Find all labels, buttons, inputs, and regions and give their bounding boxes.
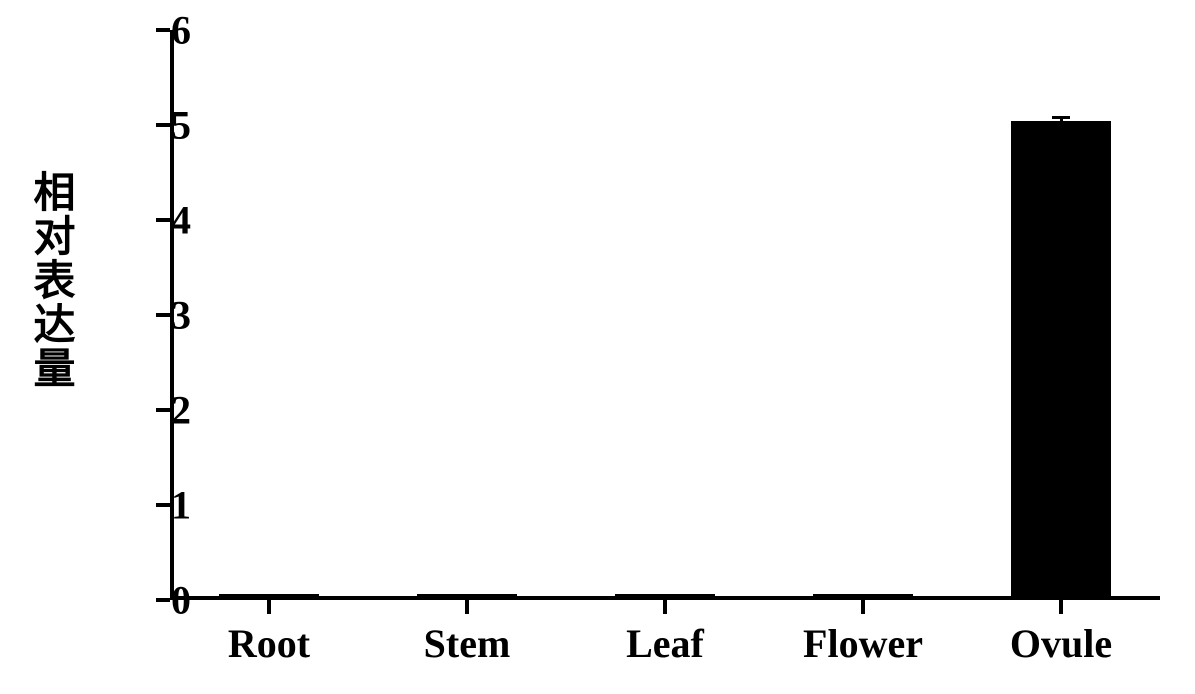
error-cap: [1052, 116, 1070, 119]
bar: [1011, 121, 1111, 596]
y-tick-label: 2: [171, 387, 191, 434]
x-tick-label: Root: [228, 620, 310, 667]
x-tick-label: Leaf: [626, 620, 704, 667]
x-tick: [663, 600, 667, 614]
y-tick: [156, 503, 170, 507]
chart-container: 相对表达量 0 1 2 3 4 5 6 Root Stem Leaf Flower Ovule: [0, 0, 1195, 694]
y-tick-label: 6: [171, 7, 191, 54]
x-tick-label: Ovule: [1010, 620, 1112, 667]
error-cap: [656, 596, 674, 599]
y-tick-label: 4: [171, 197, 191, 244]
y-tick: [156, 218, 170, 222]
y-tick: [156, 313, 170, 317]
y-tick-label: 1: [171, 482, 191, 529]
y-tick-label: 0: [171, 577, 191, 624]
x-tick: [267, 600, 271, 614]
error-cap: [458, 596, 476, 599]
x-tick: [861, 600, 865, 614]
y-tick: [156, 598, 170, 602]
x-tick: [1059, 600, 1063, 614]
y-tick: [156, 408, 170, 412]
x-tick-label: Flower: [803, 620, 923, 667]
y-tick: [156, 123, 170, 127]
y-tick: [156, 28, 170, 32]
y-tick-label: 3: [171, 292, 191, 339]
error-cap: [854, 596, 872, 599]
x-tick-label: Stem: [424, 620, 511, 667]
x-tick: [465, 600, 469, 614]
y-tick-label: 5: [171, 102, 191, 149]
error-cap: [260, 596, 278, 599]
plot-area: [170, 30, 1160, 600]
y-axis-label: 相对表达量: [20, 170, 81, 390]
